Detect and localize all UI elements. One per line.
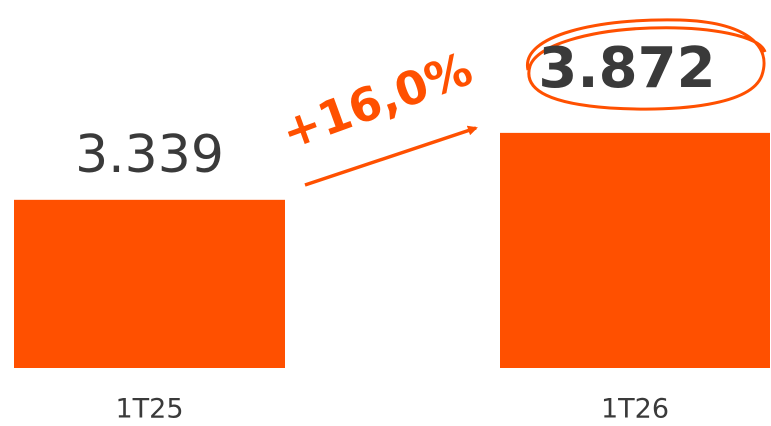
x-tick-label: 1T25 — [115, 394, 183, 425]
value-label: 3.872 — [538, 36, 715, 101]
bar — [14, 199, 285, 368]
highlight-circle — [526, 18, 767, 111]
value-label: 3.339 — [75, 125, 224, 185]
growth-arrow — [304, 125, 478, 187]
growth-annotation: +16,0% — [274, 41, 479, 160]
x-tick-label: 1T26 — [601, 394, 669, 425]
bar — [500, 132, 770, 368]
